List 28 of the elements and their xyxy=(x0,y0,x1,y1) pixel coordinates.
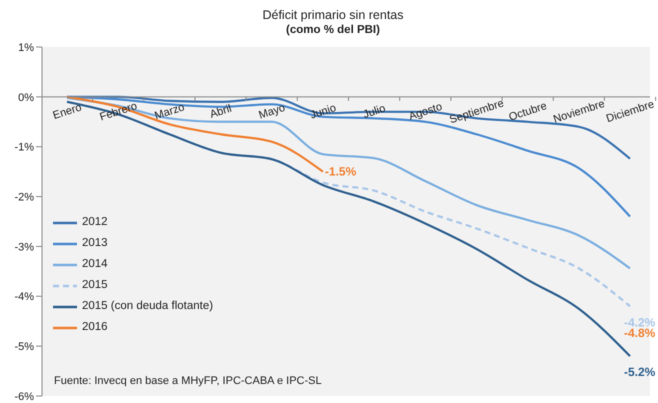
data-label: -1.5% xyxy=(324,164,357,179)
legend-label: 2012 xyxy=(82,215,108,230)
y-tick-label: -3% xyxy=(14,241,34,254)
legend-label: 2016 xyxy=(82,320,108,335)
y-tick-label: -6% xyxy=(14,390,34,403)
x-tick-label: Octubre xyxy=(507,100,548,124)
chart-subtitle: (como % del PBI) xyxy=(285,24,381,38)
x-tick-label: Mayo xyxy=(257,102,287,122)
legend-label: 2014 xyxy=(82,257,108,272)
annotation: Fuente: Invecq en base a MHyFP, IPC-CABA e IPC-SL xyxy=(54,375,322,387)
x-tick-label: Marzo xyxy=(153,101,186,122)
x-tick-label: Junio xyxy=(308,102,338,122)
y-tick-label: 0% xyxy=(18,92,34,104)
x-tick-label: Febrero xyxy=(98,100,139,124)
y-tick-label: -5% xyxy=(14,341,34,354)
y-tick-label: -1% xyxy=(14,142,34,154)
x-tick-label: Abril xyxy=(208,102,234,121)
legend-label: 2015 (con deuda flotante) xyxy=(82,299,214,314)
x-tick-label: Agosto xyxy=(407,100,444,123)
legend-label: 2013 xyxy=(82,236,108,251)
y-tick-label: -4% xyxy=(14,291,34,304)
x-tick-label: Enero xyxy=(51,102,84,122)
legend-label: 2015 xyxy=(82,278,108,293)
y-tick-label: -2% xyxy=(14,191,34,204)
data-label: -5.2% xyxy=(624,365,656,380)
x-tick-label: Julio xyxy=(362,102,388,122)
chart-title: Déficit primario sin rentas xyxy=(261,8,404,24)
y-tick-label: 1% xyxy=(18,42,34,54)
